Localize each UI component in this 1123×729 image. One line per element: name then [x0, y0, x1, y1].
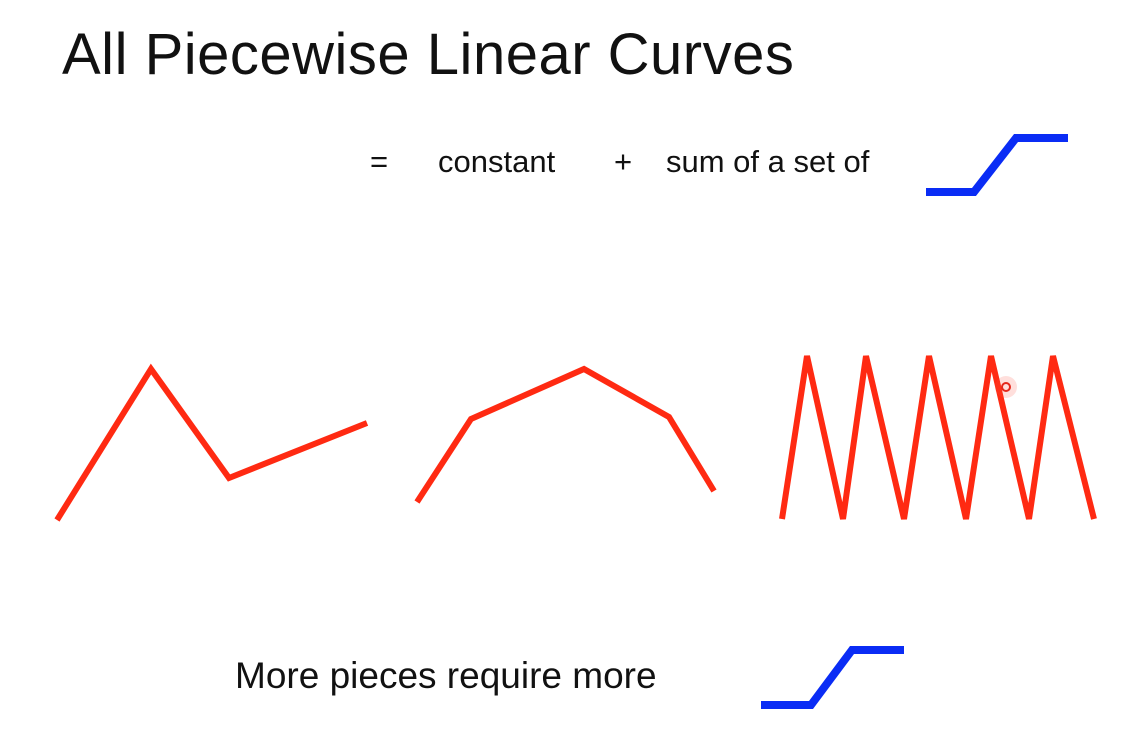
- constant-label: constant: [438, 144, 556, 179]
- step-function-icon-top: [926, 134, 1068, 196]
- plus-sign: +: [614, 144, 633, 179]
- laser-pointer-glow: [995, 376, 1017, 398]
- sum-of-set-label: sum of a set of: [666, 144, 870, 179]
- equals-sign: =: [370, 144, 389, 179]
- laser-pointer-icon: [1001, 382, 1011, 392]
- step-function-icon-bottom: [761, 646, 904, 709]
- piecewise-curve-zigzag: [779, 355, 1097, 520]
- piecewise-curve-few-pieces: [54, 363, 369, 522]
- piecewise-curve-concave: [414, 365, 717, 504]
- slide-title: All Piecewise Linear Curves: [62, 22, 795, 87]
- bottom-caption: More pieces require more: [235, 655, 657, 696]
